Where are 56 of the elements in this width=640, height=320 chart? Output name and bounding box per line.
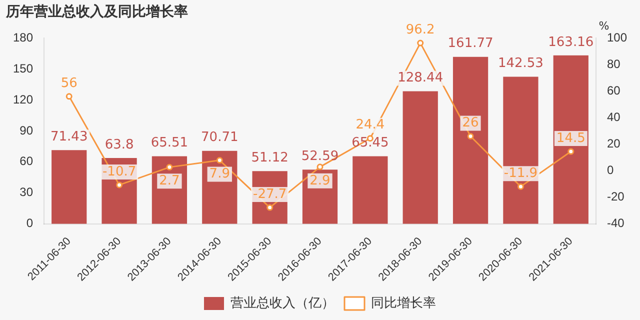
data-label: 96.2 <box>406 22 435 38</box>
point <box>116 182 123 188</box>
y-tick-label: 180 <box>12 30 34 44</box>
y2-tick-label: 100 <box>606 30 628 44</box>
data-label: 161.77 <box>448 36 494 52</box>
y2-tick-label: -40 <box>606 216 625 230</box>
y2-tick-label: 0 <box>606 163 614 178</box>
data-label: 51.12 <box>251 150 288 166</box>
point <box>316 164 324 170</box>
point <box>568 148 574 155</box>
data-label: 26 <box>462 116 479 131</box>
bar <box>503 76 538 224</box>
data-label: 163.16 <box>548 34 594 50</box>
data-label: 63.8 <box>104 137 134 152</box>
legend-label: 同比增长率 <box>371 295 436 310</box>
data-label: -11.9 <box>504 166 538 181</box>
y-tick-label: 60 <box>20 154 34 168</box>
data-label: 65.51 <box>150 136 188 151</box>
y-tick-label: 0 <box>26 216 34 230</box>
point <box>216 157 223 164</box>
y-tick-label: 90 <box>20 123 34 138</box>
point <box>417 40 424 46</box>
y2-tick-label: 80 <box>606 56 621 71</box>
y2-tick-label: 60 <box>606 83 621 98</box>
chart-title: 历年营业总收入及同比增长率 <box>6 3 188 21</box>
data-label: 142.53 <box>498 56 544 72</box>
data-label: -27.7 <box>253 186 287 202</box>
y2-tick-label: 40 <box>606 110 621 124</box>
point <box>166 164 173 170</box>
data-label: 2.7 <box>159 174 180 189</box>
y2-axis-title: % <box>598 19 610 32</box>
point <box>467 133 474 140</box>
y2-tick-label: -20 <box>606 190 625 204</box>
data-label: 24.4 <box>356 118 385 133</box>
legend-label: 营业总收入（亿） <box>230 295 334 310</box>
data-label: 7.9 <box>209 166 230 182</box>
data-label: 70.71 <box>201 130 238 146</box>
data-label: 56 <box>60 76 78 91</box>
bar <box>452 56 488 224</box>
point <box>66 93 72 100</box>
bar <box>352 156 388 224</box>
data-label: 71.43 <box>50 129 88 144</box>
data-label: 14.5 <box>556 130 586 146</box>
data-label: -10.7 <box>102 164 136 180</box>
y-tick-label: 30 <box>20 185 34 200</box>
data-label: 52.59 <box>301 148 339 164</box>
bar <box>553 55 588 224</box>
y-tick-label: 150 <box>12 61 34 76</box>
bar <box>52 150 87 224</box>
y-tick-label: 120 <box>12 92 34 106</box>
bar <box>402 91 438 224</box>
data-label: 2.9 <box>310 173 330 188</box>
point <box>517 183 524 190</box>
point <box>266 204 274 211</box>
y2-tick-label: 20 <box>606 136 621 151</box>
data-label: 128.44 <box>398 70 444 86</box>
